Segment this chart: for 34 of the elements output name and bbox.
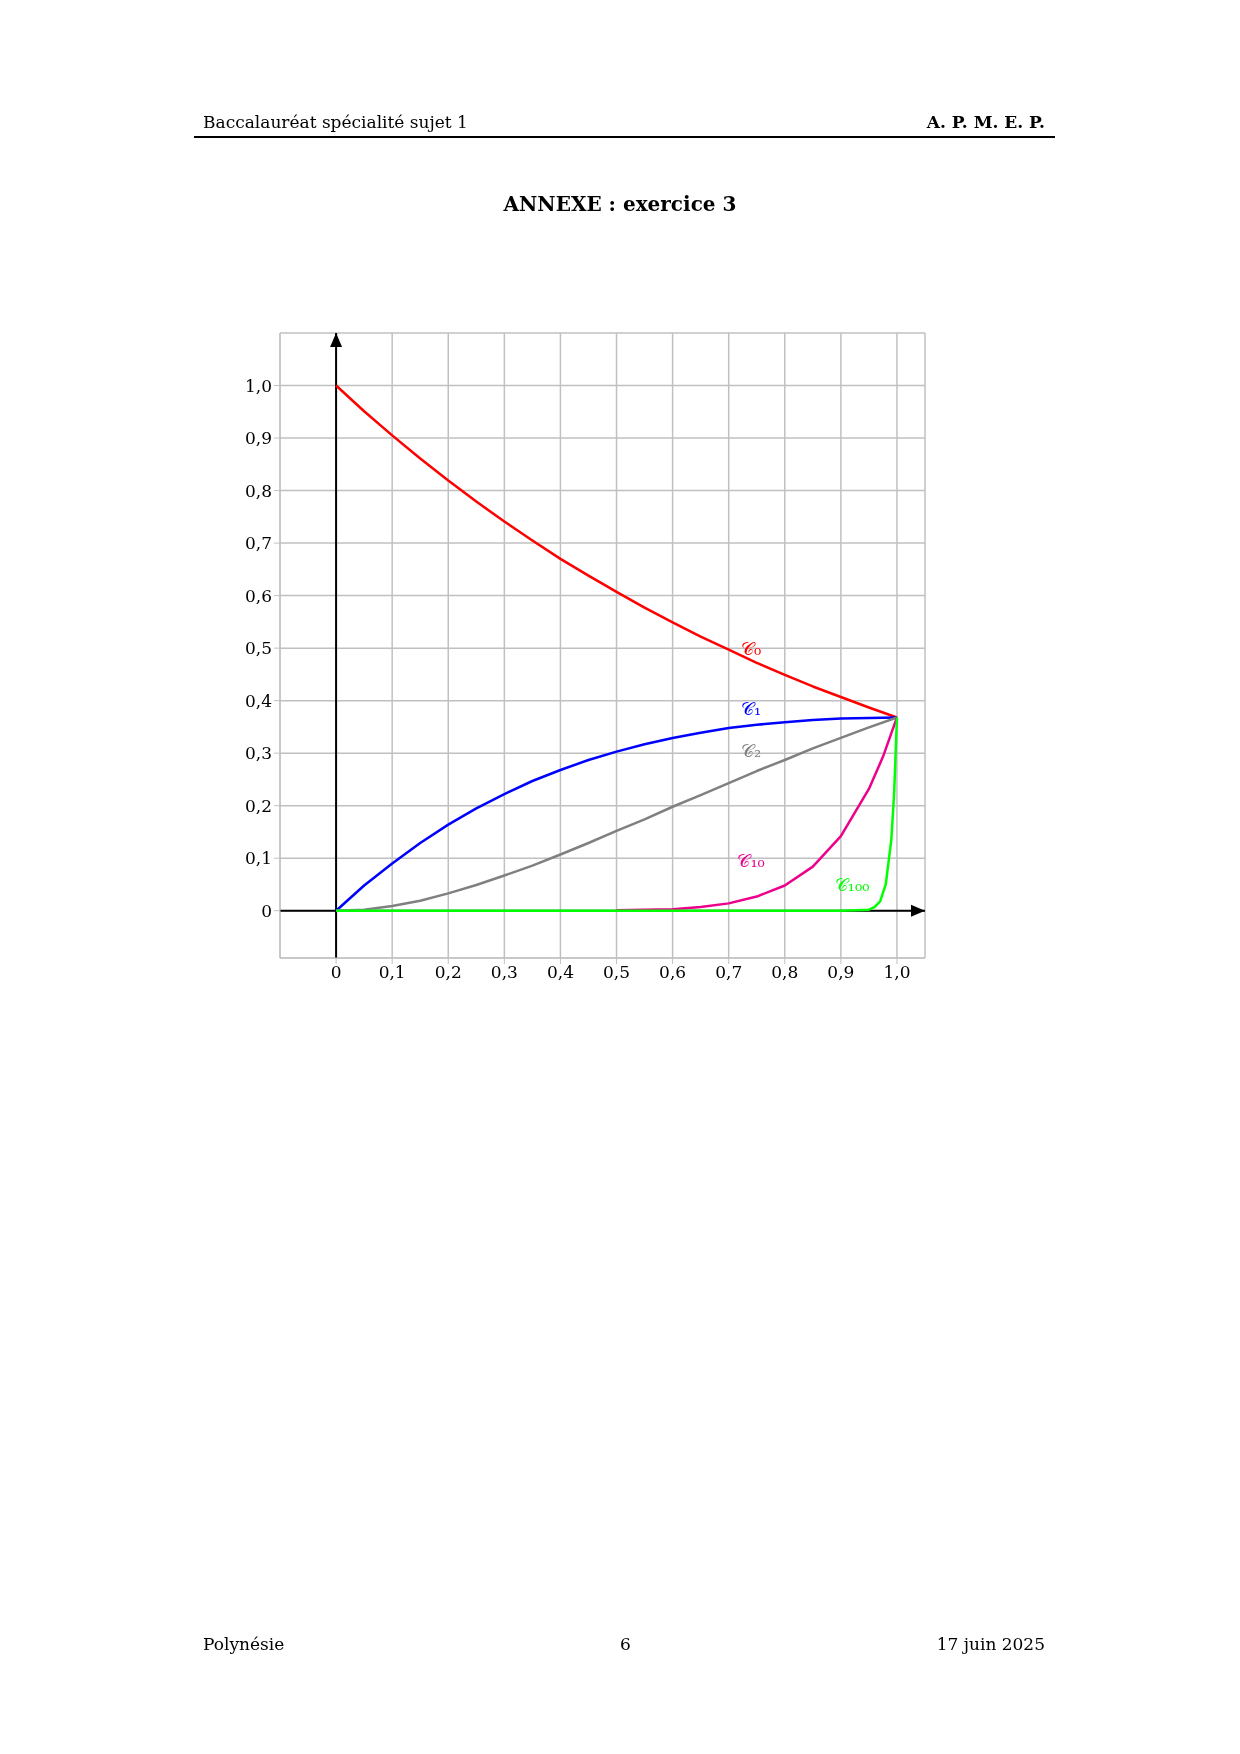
y-tick-label: 0,9 xyxy=(244,428,272,449)
text: 17 juin 2025 xyxy=(936,1634,1045,1654)
series-label: 𝒞₁₀ xyxy=(737,850,765,872)
y-tick-label: 0,6 xyxy=(244,585,272,606)
y-tick-label: 0 xyxy=(261,900,272,921)
x-tick-label: 0,8 xyxy=(771,962,799,983)
x-tick-label: 0,2 xyxy=(434,962,462,983)
y-tick-label: 0,8 xyxy=(244,480,272,501)
text: A. P. M. E. P. xyxy=(926,112,1045,132)
line-series xyxy=(334,716,899,912)
x-tick-label: 0 xyxy=(330,962,342,983)
series-label: 𝒞₁ xyxy=(741,697,762,719)
y-tick-label: 0,1 xyxy=(244,848,272,869)
x-tick-label: 0,6 xyxy=(659,962,687,983)
y-tick-label: 0,2 xyxy=(244,795,272,816)
y-tick-label: 0,7 xyxy=(244,533,272,554)
x-tick-label: 0,1 xyxy=(378,962,406,983)
chart-title: ANNEXE : exercice 3 xyxy=(502,192,738,216)
x-tick-label: 0,4 xyxy=(546,962,574,983)
y-tick-label: 0,3 xyxy=(244,743,272,764)
x-tick-label: 1,0 xyxy=(883,962,911,983)
series-label: 𝒞₁₀₀ xyxy=(834,873,870,895)
y-tick-label: 0,4 xyxy=(244,690,272,711)
series-label: 𝒞₂ xyxy=(741,739,762,761)
x-tick-label: 0,9 xyxy=(827,962,855,983)
y-tick-label: 0,5 xyxy=(244,638,272,659)
x-tick-label: 0,3 xyxy=(490,962,518,983)
x-tick-label: 0,7 xyxy=(715,962,743,983)
x-tick-label: 0,5 xyxy=(603,962,631,983)
series-label: 𝒞₀ xyxy=(741,637,762,659)
text: 6 xyxy=(620,1634,631,1654)
text: Baccalauréat spécialité sujet 1 xyxy=(203,112,468,132)
y-tick-label: 1,0 xyxy=(244,375,272,396)
text: Polynésie xyxy=(203,1634,285,1654)
